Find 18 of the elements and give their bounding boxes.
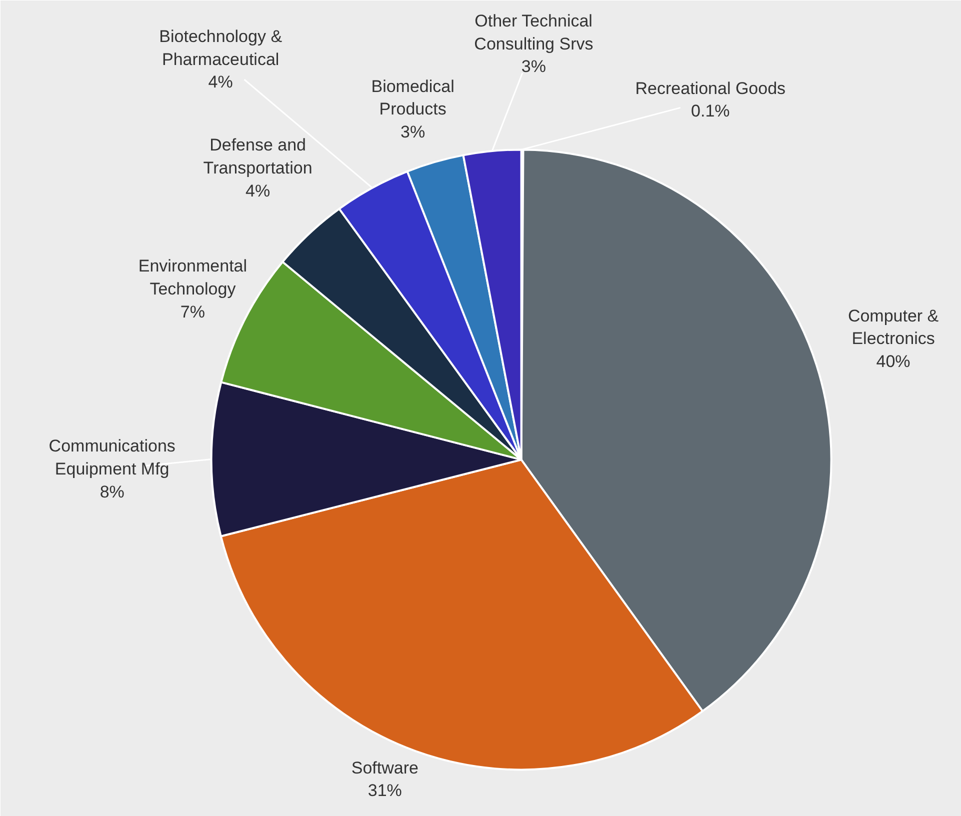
slice-label: Other Technical Consulting Srvs bbox=[474, 12, 594, 54]
data-label: 31% bbox=[368, 781, 402, 800]
data-label: 3% bbox=[521, 57, 546, 76]
data-label: 7% bbox=[180, 302, 205, 322]
slice-label: Defense and Transportation bbox=[203, 136, 312, 178]
data-label: 0.1% bbox=[691, 102, 730, 121]
slice-label: Biomedical Products bbox=[371, 76, 454, 119]
data-label: 40% bbox=[876, 352, 910, 371]
slice-label: Environmental Technology bbox=[138, 256, 248, 299]
slice-label: Software bbox=[351, 758, 418, 778]
slice-label: Computer & Electronics bbox=[848, 306, 940, 348]
data-label: 3% bbox=[400, 122, 426, 142]
slice-label: Communications Equipment Mfg bbox=[48, 436, 176, 478]
slice-label: Biotechnology & Pharmaceutical bbox=[159, 27, 283, 69]
data-label: 8% bbox=[100, 482, 124, 502]
data-label: 4% bbox=[246, 181, 270, 200]
slice-label: Recreational Goods bbox=[635, 78, 786, 98]
data-label: 4% bbox=[208, 72, 233, 92]
